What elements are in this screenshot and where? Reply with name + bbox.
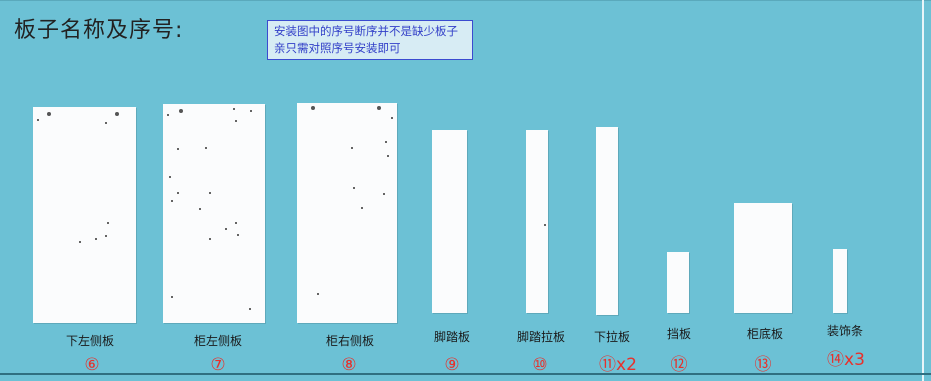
part-number: ⑫: [670, 355, 688, 375]
panel-hole: [47, 112, 51, 116]
panel-cabinet-left-side: [163, 104, 265, 323]
panel-hole: [237, 234, 239, 236]
panel-hole: [105, 235, 107, 237]
panel-hole: [105, 122, 107, 124]
part-label: 柜右侧板: [325, 334, 375, 348]
top-border: [0, 0, 931, 1]
bottom-border: [0, 373, 931, 375]
panel-hole: [544, 224, 546, 226]
note-line-2: 亲只需对照序号安装即可: [274, 41, 401, 55]
panel-hole: [209, 192, 211, 194]
panel-hole: [205, 147, 207, 149]
panel-hole: [351, 147, 353, 149]
panel-lower-left-side: [33, 107, 136, 323]
panel-hole: [177, 192, 179, 194]
panel-hole: [225, 228, 227, 230]
panel-hole: [311, 106, 315, 110]
panel-footrest-pull: [526, 130, 548, 313]
panel-hole: [233, 108, 235, 110]
part-number: ⑭x3: [827, 350, 865, 370]
page-title: 板子名称及序号:: [14, 18, 184, 43]
panel-cabinet-right-side: [297, 103, 397, 323]
panel-baffle: [667, 252, 689, 313]
panel-hole: [383, 193, 385, 195]
panel-hole: [250, 110, 252, 112]
panel-hole: [235, 120, 237, 122]
panel-hole: [249, 308, 251, 310]
part-number: ⑪x2: [599, 355, 637, 375]
panel-hole: [353, 187, 355, 189]
part-label: 脚踏拉板: [516, 330, 566, 344]
part-number: ⑦: [210, 355, 226, 375]
part-label: 挡板: [666, 327, 692, 341]
panel-hole: [79, 241, 81, 243]
panel-hole: [115, 112, 119, 116]
panel-hole: [391, 117, 393, 119]
panel-hole: [209, 238, 211, 240]
panel-hole: [95, 238, 97, 240]
panel-decorative-strip: [833, 249, 847, 313]
panel-cabinet-bottom: [734, 203, 792, 313]
panel-footrest: [432, 130, 467, 313]
panel-hole: [171, 200, 173, 202]
part-label: 柜左侧板: [193, 334, 243, 348]
panel-hole: [377, 106, 381, 110]
panel-hole: [199, 208, 201, 210]
panel-hole: [361, 207, 363, 209]
panel-hole: [385, 141, 387, 143]
panel-hole: [167, 114, 169, 116]
part-label: 下拉板: [593, 330, 631, 344]
part-number: ⑬: [754, 355, 772, 375]
panel-lower-pull: [596, 127, 618, 315]
panel-hole: [177, 148, 179, 150]
panel-hole: [317, 293, 319, 295]
part-label: 脚踏板: [433, 330, 471, 344]
panel-hole: [169, 176, 171, 178]
part-label: 下左侧板: [65, 334, 115, 348]
assembly-note: 安装图中的序号断序并不是缺少板子 亲只需对照序号安装即可: [267, 20, 473, 60]
part-label: 柜底板: [746, 327, 784, 341]
panel-hole: [171, 296, 173, 298]
panel-hole: [179, 109, 183, 113]
note-line-1: 安装图中的序号断序并不是缺少板子: [274, 24, 458, 38]
panel-hole: [37, 119, 39, 121]
panel-hole: [387, 155, 389, 157]
part-number: ⑥: [84, 355, 100, 375]
part-label: 装饰条: [826, 324, 864, 338]
right-border: [922, 0, 924, 381]
panel-hole: [107, 222, 109, 224]
part-number: ⑩: [532, 355, 548, 375]
part-number: ⑨: [444, 355, 460, 375]
panel-hole: [235, 222, 237, 224]
part-number: ⑧: [341, 355, 357, 375]
